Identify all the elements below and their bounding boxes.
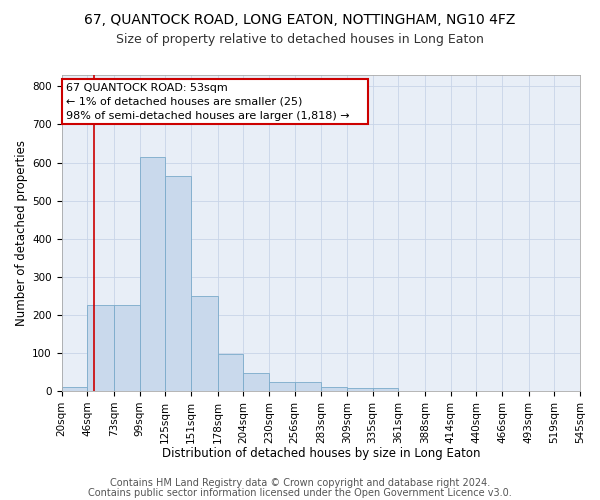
Bar — [87, 306, 114, 391]
Y-axis label: Number of detached properties: Number of detached properties — [15, 140, 28, 326]
Text: Contains HM Land Registry data © Crown copyright and database right 2024.: Contains HM Land Registry data © Crown c… — [110, 478, 490, 488]
Text: 67, QUANTOCK ROAD, LONG EATON, NOTTINGHAM, NG10 4FZ: 67, QUANTOCK ROAD, LONG EATON, NOTTINGHA… — [85, 12, 515, 26]
Text: 67 QUANTOCK ROAD: 53sqm
← 1% of detached houses are smaller (25)
98% of semi-det: 67 QUANTOCK ROAD: 53sqm ← 1% of detached… — [67, 82, 350, 120]
Text: Size of property relative to detached houses in Long Eaton: Size of property relative to detached ho… — [116, 32, 484, 46]
Bar — [269, 382, 295, 391]
Bar — [191, 296, 218, 391]
Bar — [321, 387, 347, 391]
Bar — [165, 176, 191, 391]
X-axis label: Distribution of detached houses by size in Long Eaton: Distribution of detached houses by size … — [161, 447, 480, 460]
Bar — [218, 354, 243, 391]
Bar — [373, 388, 398, 391]
Bar — [295, 382, 321, 391]
FancyBboxPatch shape — [62, 79, 368, 124]
Bar — [243, 373, 269, 391]
Bar — [62, 387, 87, 391]
Bar — [347, 388, 373, 391]
Bar — [114, 306, 140, 391]
Bar — [140, 157, 165, 391]
Text: Contains public sector information licensed under the Open Government Licence v3: Contains public sector information licen… — [88, 488, 512, 498]
